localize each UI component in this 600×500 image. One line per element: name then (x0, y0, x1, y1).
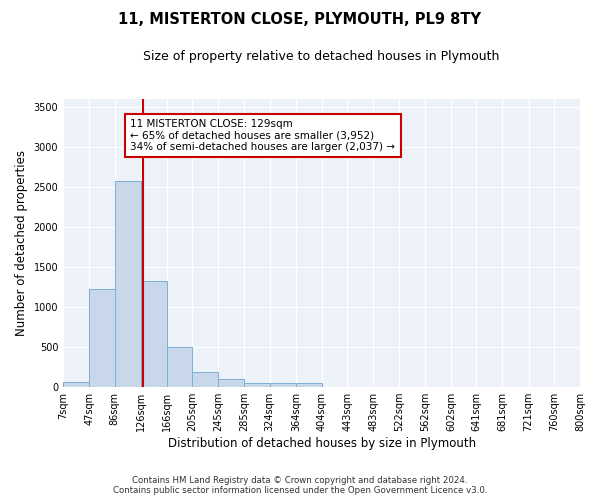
Bar (141, 280, 167, 387)
Bar (167, 347, 192, 387)
Text: 11, MISTERTON CLOSE, PLYMOUTH, PL9 8TY: 11, MISTERTON CLOSE, PLYMOUTH, PL9 8TY (119, 12, 482, 28)
Bar (89, 290, 115, 387)
X-axis label: Distribution of detached houses by size in Plymouth: Distribution of detached houses by size … (167, 437, 476, 450)
Bar (270, 383, 296, 387)
Text: Contains HM Land Registry data © Crown copyright and database right 2024.
Contai: Contains HM Land Registry data © Crown c… (113, 476, 487, 495)
Bar (63, 382, 89, 387)
Bar (218, 379, 244, 387)
Bar (244, 382, 270, 387)
Bar (192, 372, 218, 387)
Bar (296, 382, 322, 387)
Title: Size of property relative to detached houses in Plymouth: Size of property relative to detached ho… (143, 50, 500, 63)
Bar (115, 180, 141, 387)
Y-axis label: Number of detached properties: Number of detached properties (15, 150, 28, 336)
Text: 11 MISTERTON CLOSE: 129sqm
← 65% of detached houses are smaller (3,952)
34% of s: 11 MISTERTON CLOSE: 129sqm ← 65% of deta… (130, 119, 395, 152)
